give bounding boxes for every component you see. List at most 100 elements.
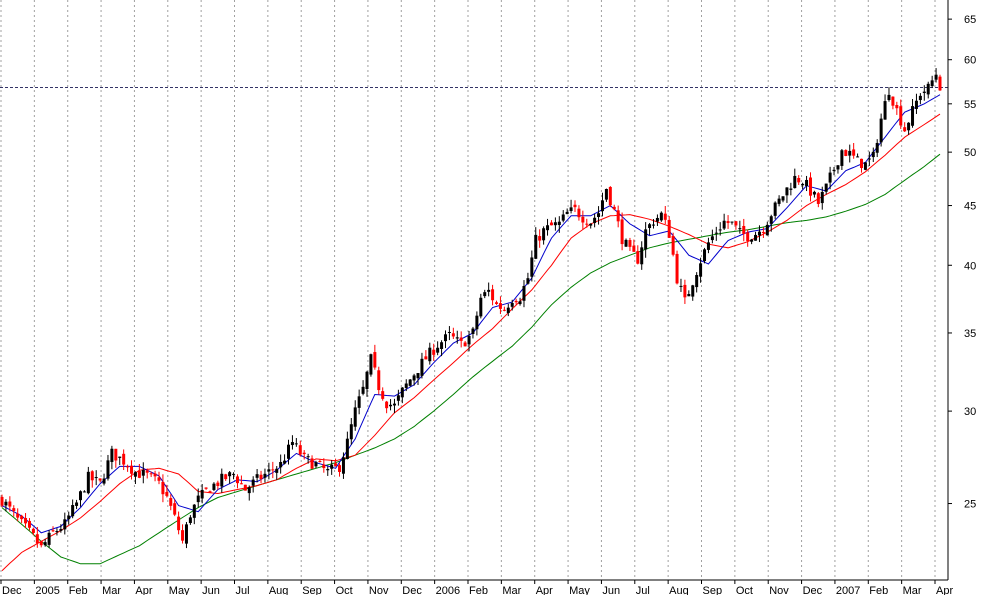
candle-body xyxy=(71,505,75,517)
candle-body xyxy=(754,234,758,241)
candle-body xyxy=(432,349,436,355)
candle-body xyxy=(145,470,149,473)
candle-body xyxy=(483,292,487,297)
x-tick-label: Apr xyxy=(936,585,953,595)
x-tick-label: Aug xyxy=(269,585,289,595)
candle-body xyxy=(51,530,55,532)
candle-body xyxy=(271,469,275,471)
candle-body xyxy=(644,229,648,250)
x-tick-label: Dec xyxy=(803,585,823,595)
candle-body xyxy=(334,463,338,466)
candle-body xyxy=(911,106,915,126)
candle-body xyxy=(569,207,573,211)
candle-body xyxy=(161,481,165,495)
moving-average-long xyxy=(1,153,941,565)
candle-body xyxy=(400,387,404,398)
candle-body xyxy=(239,483,243,485)
candle-body xyxy=(75,502,79,506)
candle-body xyxy=(314,462,318,467)
candle-body xyxy=(392,403,396,406)
candle-body xyxy=(589,223,593,226)
candle-body xyxy=(90,471,94,481)
x-tick-label: Mar xyxy=(502,585,521,595)
candle-body xyxy=(824,183,828,192)
candle-body xyxy=(192,504,196,518)
candle-body xyxy=(918,95,922,101)
candle-body xyxy=(404,383,408,388)
candle-body xyxy=(196,495,200,503)
candle-body xyxy=(530,257,534,277)
candle-body xyxy=(149,473,153,475)
candle-body xyxy=(153,473,157,477)
candle-body xyxy=(389,404,393,407)
candle-body xyxy=(914,100,918,109)
candle-body xyxy=(522,285,526,301)
x-tick-label: Feb xyxy=(869,585,888,595)
candle-body xyxy=(216,482,220,486)
candle-body xyxy=(345,438,349,459)
candle-body xyxy=(636,251,640,264)
candle-body xyxy=(20,515,24,520)
y-tick-label: 55 xyxy=(964,99,976,111)
candle-body xyxy=(785,187,789,196)
candle-body xyxy=(867,158,871,160)
candle-body xyxy=(165,491,169,496)
x-tick-label: Feb xyxy=(69,585,88,595)
candle-body xyxy=(114,448,118,461)
candle-body xyxy=(655,217,659,222)
candle-body xyxy=(228,472,232,477)
candle-body xyxy=(883,101,887,120)
candle-body xyxy=(930,80,934,87)
candle-body xyxy=(467,335,471,345)
candle-body xyxy=(671,236,675,255)
candle-body xyxy=(137,470,141,478)
candle-body xyxy=(691,285,695,297)
y-tick-label: 25 xyxy=(964,499,976,511)
candle-body xyxy=(546,225,550,231)
candle-body xyxy=(934,74,938,80)
candle-body xyxy=(765,224,769,236)
candle-body xyxy=(353,407,357,427)
x-tick-label: Dec xyxy=(2,585,22,595)
candle-body xyxy=(538,236,542,241)
candle-body xyxy=(812,191,816,195)
candle-body xyxy=(495,302,499,304)
candle-body xyxy=(875,142,879,153)
x-tick-label: 2005 xyxy=(35,585,59,595)
candle-body xyxy=(687,294,691,297)
candle-body xyxy=(267,469,271,472)
candle-body xyxy=(133,472,137,477)
candle-body xyxy=(510,302,514,307)
candle-body xyxy=(247,487,251,494)
candle-body xyxy=(365,371,369,390)
candle-body xyxy=(459,337,463,341)
candle-body xyxy=(35,534,39,544)
candle-body xyxy=(612,206,616,210)
x-tick-label: 2006 xyxy=(436,585,460,595)
candle-body xyxy=(679,285,683,287)
candle-body xyxy=(773,202,777,216)
candle-body xyxy=(856,156,860,158)
candle-body xyxy=(801,183,805,186)
candle-body xyxy=(173,503,177,515)
candle-body xyxy=(39,541,43,546)
candle-body xyxy=(377,370,381,391)
candle-body xyxy=(385,401,389,409)
candle-body xyxy=(840,150,844,166)
candle-body xyxy=(514,300,518,303)
moving-average-mid xyxy=(1,113,941,572)
candle-body xyxy=(106,460,110,479)
candle-body xyxy=(714,232,718,234)
candle-body xyxy=(408,379,412,386)
candle-body xyxy=(593,217,597,223)
candle-body xyxy=(808,177,812,196)
candle-body xyxy=(338,465,342,472)
candle-body xyxy=(279,461,283,468)
candle-body xyxy=(718,229,722,231)
candle-body xyxy=(726,221,730,223)
candle-body xyxy=(695,275,699,288)
candle-body xyxy=(78,491,82,501)
candle-body xyxy=(361,386,365,394)
candle-body xyxy=(451,333,455,337)
